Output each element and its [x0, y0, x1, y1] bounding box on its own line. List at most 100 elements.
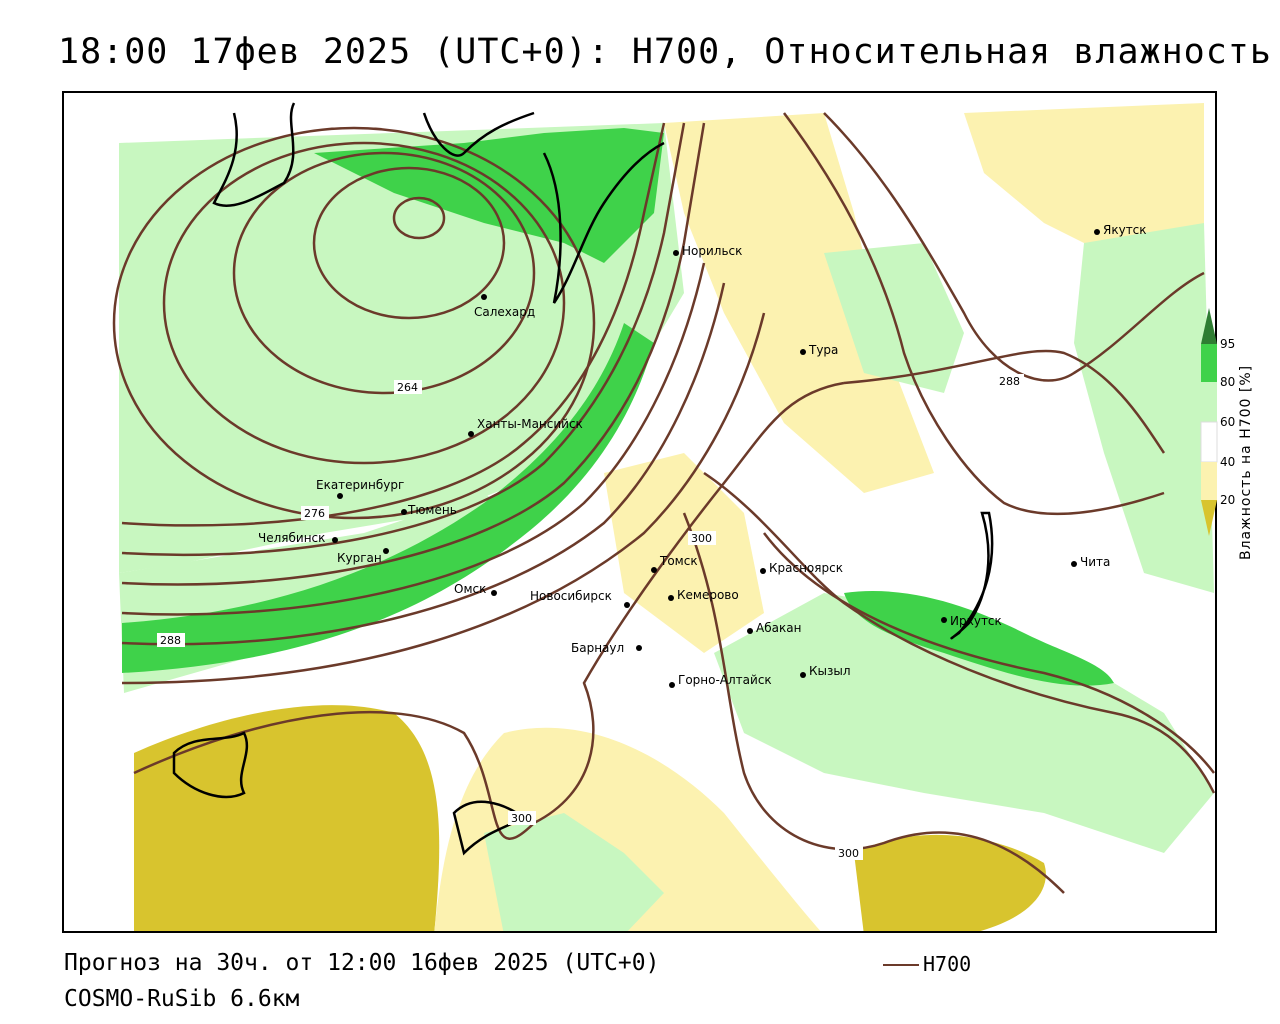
map-title: 18:00 17фев 2025 (UTC+0): H700, Относите… [58, 32, 1272, 72]
coastline-layer [172, 102, 994, 856]
colorbar-tick: 95 [1220, 337, 1235, 351]
contour-label: 288 [160, 634, 181, 647]
colorbar-segment-40-60 [1200, 421, 1218, 463]
city-yakutsk: Якутск [1094, 223, 1147, 237]
svg-text:Тюмень: Тюмень [407, 503, 457, 517]
city-tura: Тура [800, 343, 838, 357]
colorbar-tick: 40 [1220, 455, 1235, 469]
city-kurgan: Курган [337, 548, 389, 565]
colorbar-top-arrow [1201, 308, 1217, 344]
svg-text:Барнаул: Барнаул [571, 641, 624, 655]
city-omsk: Омск [454, 582, 497, 596]
h700-contour [763, 532, 1215, 774]
humidity-area-80-95 [844, 591, 1114, 686]
svg-text:Кемерово: Кемерово [677, 588, 739, 602]
city-khanty-mansiysk: Ханты-Мансийск [468, 417, 583, 437]
svg-text:Кызыл: Кызыл [809, 664, 851, 678]
contour-label: 300 [838, 847, 859, 860]
colorbar-scale: 95 80 60 40 20 [1200, 308, 1235, 536]
h700-contour [312, 166, 506, 320]
svg-text:Салехард: Салехард [474, 305, 535, 319]
svg-text:Норильск: Норильск [682, 244, 742, 258]
caspian-coast [172, 731, 249, 799]
svg-text:Курган: Курган [337, 551, 382, 565]
model-name: COSMO-RuSib 6.6км [64, 986, 300, 1012]
humidity-area-0-20 [134, 705, 440, 931]
colorbar-segment-60-80 [1201, 382, 1217, 422]
city-chita: Чита [1071, 555, 1110, 569]
city-gorno-altaysk: Горно-Алтайск [669, 673, 772, 688]
h700-contours [112, 112, 1215, 894]
coastline [212, 102, 296, 207]
h700-contour [121, 122, 666, 527]
humidity-area-20-40 [664, 113, 934, 493]
svg-text:Челябинск: Челябинск [258, 531, 325, 545]
h700-contour [392, 196, 446, 240]
h700-legend-line [883, 964, 919, 966]
coastline [422, 111, 535, 157]
svg-text:Абакан: Абакан [756, 621, 801, 635]
svg-text:Красноярск: Красноярск [769, 561, 843, 575]
h700-contour [162, 141, 566, 465]
coastline [542, 141, 665, 304]
svg-text:Горно-Алтайск: Горно-Алтайск [678, 673, 772, 687]
contour-label: 276 [304, 507, 325, 520]
lake-baikal [950, 511, 994, 640]
h700-contour [112, 126, 596, 520]
h700-contour [823, 112, 1205, 382]
h700-contour [703, 471, 1215, 794]
cities-layer: Салехард Норильск Якутск Тура Ханты-Манс… [258, 223, 1147, 688]
contour-label: 264 [397, 381, 418, 394]
svg-text:Тура: Тура [808, 343, 838, 357]
svg-text:Омск: Омск [454, 582, 486, 596]
h700-contour [682, 512, 1065, 894]
map-area: 264 276 288 300 300 300 288 Салехард Нор… [62, 91, 1217, 933]
h700-contour [133, 381, 845, 840]
contour-labels-layer: 264 276 288 300 300 300 288 [157, 374, 1024, 860]
h700-contour [232, 151, 536, 395]
colorbar: 95 80 60 40 20 [1200, 300, 1260, 600]
h700-contour [843, 349, 1166, 454]
humidity-area-20-40 [604, 453, 764, 653]
colorbar-tick: 80 [1220, 375, 1235, 389]
city-novosibirsk: Новосибирск [530, 589, 630, 608]
colorbar-segment-20-40 [1201, 462, 1217, 500]
city-krasnoyarsk: Красноярск [760, 561, 843, 575]
city-tyumen: Тюмень [401, 503, 457, 517]
contour-label: 300 [691, 532, 712, 545]
svg-text:Иркутск: Иркутск [950, 614, 1002, 628]
city-norilsk: Норильск [673, 244, 742, 258]
humidity-area-60-80 [1074, 223, 1214, 593]
map-canvas: 264 276 288 300 300 300 288 Салехард Нор… [112, 102, 1215, 931]
city-salekhard: Салехард [474, 294, 535, 319]
colorbar-segment-80-95 [1201, 344, 1217, 382]
humidity-area-60-80 [714, 593, 1214, 853]
svg-text:Чита: Чита [1080, 555, 1110, 569]
h700-contour [121, 122, 706, 586]
svg-text:Екатеринбург: Екатеринбург [316, 478, 404, 492]
h700-contour [121, 262, 706, 616]
svg-text:Томск: Томск [659, 554, 698, 568]
city-kyzyl: Кызыл [800, 664, 851, 678]
h700-contour [782, 112, 1165, 516]
city-kemerovo: Кемерово [668, 588, 739, 602]
city-barnaul: Барнаул [571, 641, 642, 655]
contour-label: 288 [999, 375, 1020, 388]
svg-text:Якутск: Якутск [1103, 223, 1147, 237]
colorbar-tick: 60 [1220, 415, 1235, 429]
humidity-fill-layer [119, 103, 1214, 931]
humidity-area-0-20 [854, 834, 1046, 931]
city-abakan: Абакан [747, 621, 801, 635]
colorbar-title: Влажность на H700 [%] [1238, 364, 1254, 560]
humidity-area-80-95 [314, 128, 664, 263]
h700-legend-label: H700 [923, 952, 972, 976]
city-yekaterinburg: Екатеринбург [316, 478, 404, 499]
city-irkutsk: Иркутск [941, 614, 1002, 628]
city-tomsk: Томск [651, 554, 698, 573]
svg-text:Ханты-Мансийск: Ханты-Мансийск [477, 417, 583, 431]
h700-contour [121, 282, 726, 646]
forecast-info: Прогноз на 30ч. от 12:00 16фев 2025 (UTC… [64, 950, 660, 976]
contour-label: 300 [511, 812, 532, 825]
h700-contour [121, 312, 766, 685]
humidity-area-60-80 [484, 813, 664, 931]
